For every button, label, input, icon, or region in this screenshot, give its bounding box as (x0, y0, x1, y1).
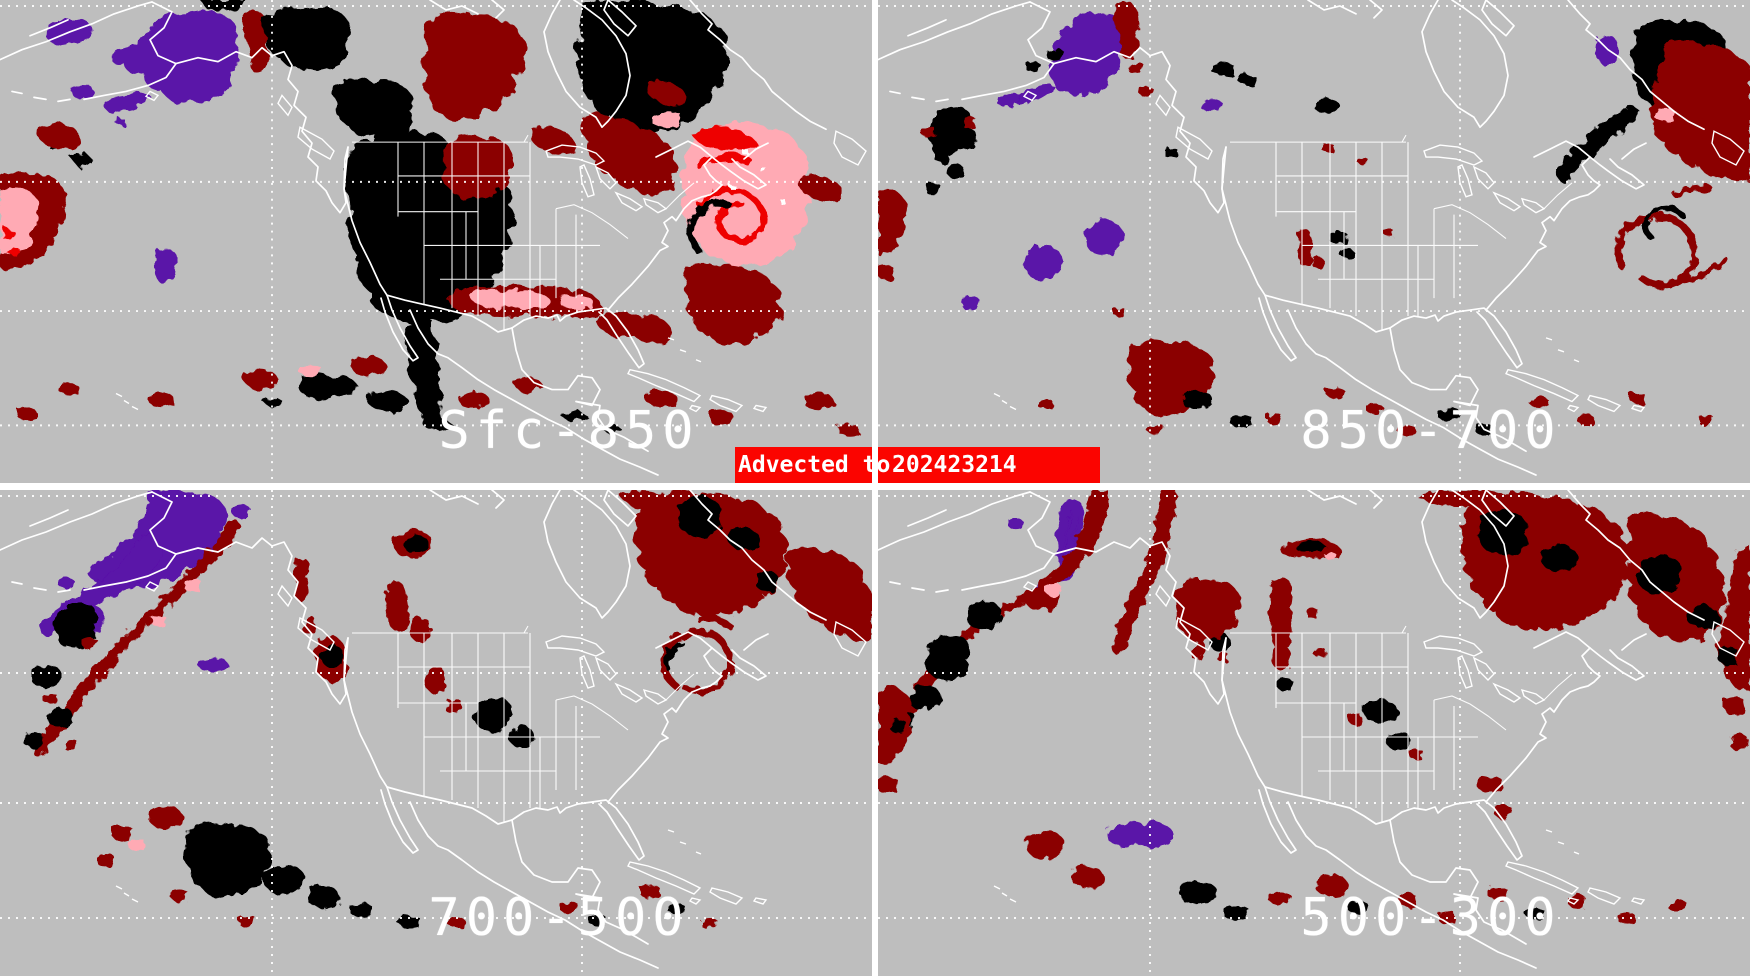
layer-label-sfc-850: Sfc-850 (438, 401, 700, 461)
layer-label-500-300: 500-300 (1300, 888, 1562, 948)
timestamp-banner: Advected to 202423214 (735, 447, 1100, 483)
banner-prefix-text: Advected to (738, 452, 891, 478)
map-canvas-sfc-850 (0, 0, 872, 483)
cloud-overlay-850-700 (878, 1, 1750, 436)
layer-label-700-500: 700-500 (428, 888, 690, 948)
map-canvas-500-300 (878, 490, 1750, 976)
map-canvas-850-700 (878, 0, 1750, 483)
map-panel-500-300: 500-300 (878, 490, 1750, 976)
map-canvas-700-500 (0, 490, 872, 976)
panel-divider-horizontal (0, 483, 1750, 490)
banner-timestamp-text: 202423214 (892, 452, 1017, 478)
map-panel-sfc-850: Sfc-850 (0, 0, 872, 483)
map-panel-850-700: 850-700 (878, 0, 1750, 483)
cloud-overlay-700-500 (24, 490, 872, 929)
map-panel-700-500: 700-500 (0, 490, 872, 976)
cloud-overlay-500-300 (878, 490, 1750, 925)
cloud-overlay-sfc-850 (0, 0, 860, 437)
layer-label-850-700: 850-700 (1300, 401, 1562, 461)
